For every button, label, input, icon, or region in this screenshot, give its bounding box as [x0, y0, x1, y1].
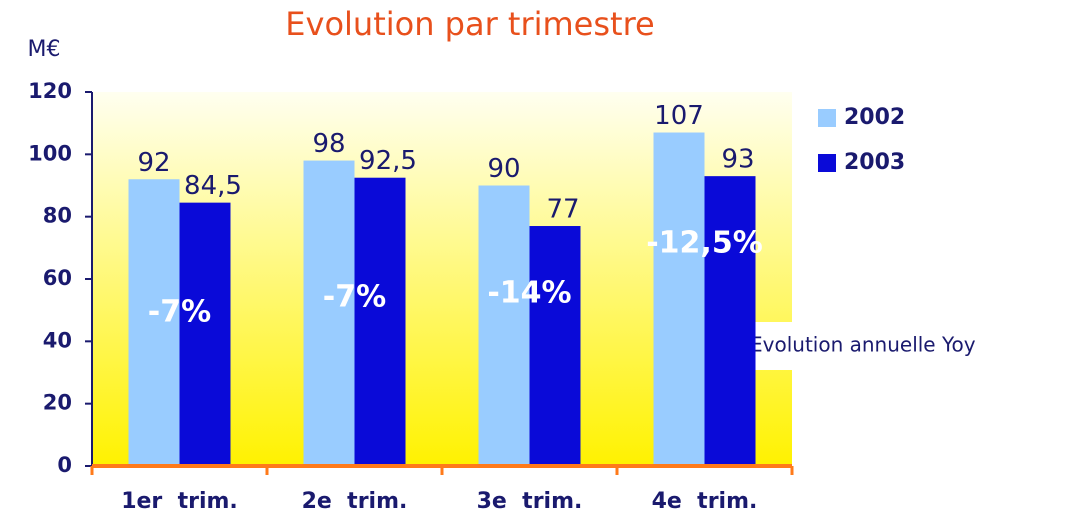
data-label: 98: [312, 129, 345, 159]
bar: [478, 185, 530, 466]
note-box: [722, 322, 1080, 370]
legend-label: 2003: [844, 150, 905, 175]
x-tick-label: 1er trim.: [121, 489, 238, 514]
annotation: -12,5%: [646, 226, 763, 261]
annotation: -7%: [148, 295, 211, 330]
legend-label: 2002: [844, 105, 905, 130]
y-tick-label: 0: [57, 453, 72, 477]
y-tick-label: 20: [43, 391, 72, 415]
y-tick-label: 120: [28, 79, 72, 103]
bar: [354, 177, 406, 467]
x-tick-label: 4e trim.: [652, 489, 758, 514]
data-label: 107: [654, 101, 704, 131]
y-tick-label: 40: [43, 328, 72, 352]
bar: [704, 176, 756, 466]
y-axis-label: M€: [28, 37, 61, 62]
bar: [128, 179, 180, 466]
y-tick-label: 80: [43, 204, 72, 228]
bar: [303, 160, 355, 467]
legend-swatch: [818, 154, 836, 172]
data-label: 92: [137, 148, 170, 178]
x-tick-label: 3e trim.: [477, 489, 583, 514]
bar: [179, 202, 231, 466]
y-tick-label: 100: [28, 141, 72, 165]
bar: [529, 226, 581, 466]
annotation: -14%: [487, 276, 571, 311]
legend-swatch: [818, 109, 836, 127]
data-label: 90: [487, 154, 520, 184]
chart-title: Evolution par trimestre: [285, 5, 654, 43]
annotation: -7%: [323, 280, 386, 315]
bar: [653, 132, 705, 466]
y-tick-label: 60: [43, 266, 72, 290]
x-tick-label: 2e trim.: [302, 489, 408, 514]
note: *Evolution annuelle Yoy: [740, 333, 976, 357]
data-label: 77: [546, 195, 579, 225]
data-label: 84,5: [184, 171, 242, 201]
data-label: 93: [721, 145, 754, 175]
data-label: 92,5: [359, 146, 417, 176]
